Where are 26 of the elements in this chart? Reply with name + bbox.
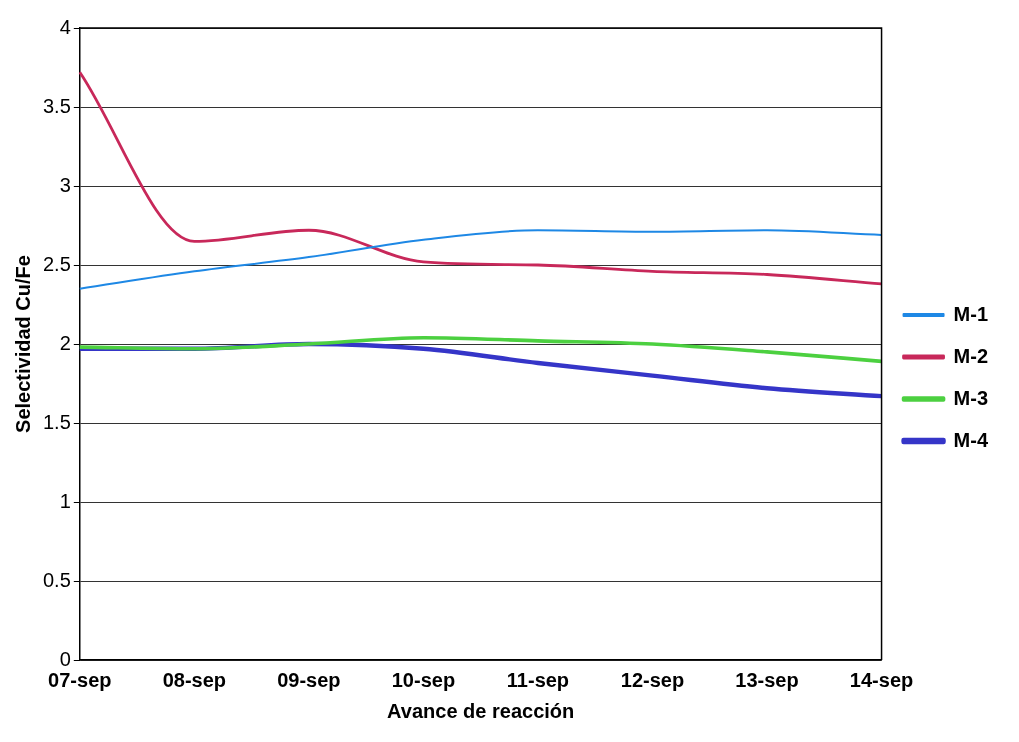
line-series (78, 335, 884, 364)
x-axis-title: Avance de reacción (387, 699, 575, 722)
y-tick-label: 3 (59, 173, 71, 196)
line-series (78, 70, 883, 286)
legend-label: M-2 (953, 344, 989, 367)
legend-label: M-4 (953, 428, 989, 451)
y-tick-label: 0 (59, 647, 71, 670)
x-tick-label: 11-sep (506, 668, 570, 691)
x-tick-label: 14-sep (849, 668, 914, 691)
y-tick-label: 2.5 (42, 252, 71, 275)
legend-label: M-3 (953, 386, 989, 409)
x-tick-label: 08-sep (162, 668, 227, 691)
y-tick-label: 2 (59, 331, 71, 354)
y-tick-label: 4 (59, 15, 71, 38)
legend-label: M-1 (953, 302, 989, 325)
x-tick-label: 07-sep (48, 668, 112, 691)
x-tick-label: 13-sep (735, 668, 799, 691)
x-tick-label: 09-sep (277, 668, 341, 691)
x-tick-label: 10-sep (391, 668, 456, 691)
line-series (78, 229, 883, 290)
y-tick-label: 0.5 (42, 568, 71, 591)
x-tick-label: 12-sep (620, 668, 685, 691)
y-tick-label: 1 (59, 489, 71, 512)
y-tick-label: 3.5 (42, 94, 71, 117)
y-tick-label: 1.5 (42, 410, 71, 433)
y-axis-title: Selectividad Cu/Fe (11, 255, 34, 433)
